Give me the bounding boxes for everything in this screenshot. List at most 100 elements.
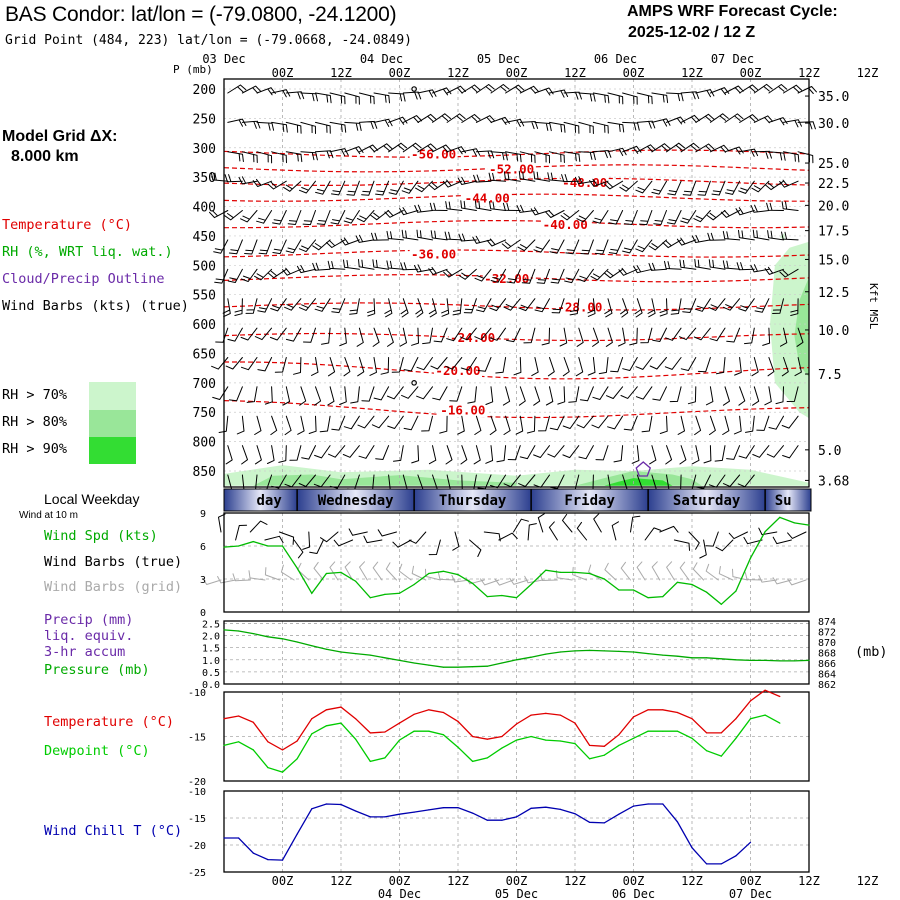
upper-wind-barb bbox=[357, 357, 365, 377]
kft-tick-label: 25.0 bbox=[818, 157, 849, 172]
wind-tick-label: 6 bbox=[200, 542, 206, 553]
wind-speed-line-point bbox=[632, 589, 635, 591]
upper-wind-barb bbox=[490, 116, 510, 125]
wind-speed-line-point bbox=[311, 592, 313, 594]
upper-wind-barb bbox=[629, 327, 638, 346]
legend-rh90: RH > 90% bbox=[2, 441, 68, 457]
pressure-tick-label: 400 bbox=[193, 201, 216, 216]
upper-wind-barb bbox=[652, 327, 667, 342]
upper-wind-barb bbox=[401, 229, 419, 241]
upper-wind-barb bbox=[505, 151, 522, 163]
upper-wind-barb bbox=[680, 357, 697, 371]
upper-wind-barb bbox=[416, 386, 433, 400]
upper-wind-barb bbox=[666, 116, 686, 125]
surface-wind-barb-true bbox=[469, 539, 482, 557]
temp-panel-frame bbox=[223, 691, 810, 782]
surface-wind-barb-true bbox=[593, 513, 602, 533]
upper-wind-barb bbox=[775, 386, 784, 405]
upper-wind-barb bbox=[254, 415, 262, 435]
dewpoint-line-point bbox=[749, 718, 752, 720]
upper-wind-barb bbox=[257, 298, 273, 313]
upper-wind-barb bbox=[605, 327, 613, 347]
upper-wind-barb bbox=[302, 210, 316, 226]
upper-wind-barb bbox=[752, 229, 770, 241]
isotherm-line bbox=[223, 177, 810, 187]
upper-wind-barb bbox=[283, 180, 302, 192]
temperature-line-point bbox=[647, 709, 649, 711]
upper-wind-barb bbox=[622, 92, 638, 105]
upper-wind-barb bbox=[271, 121, 288, 133]
upper-wind-barb bbox=[246, 386, 258, 403]
upper-wind-barb bbox=[400, 262, 419, 271]
wind-speed-line-point bbox=[574, 571, 576, 574]
precip-tick-label: 1.0 bbox=[202, 656, 220, 667]
windchill-line-point bbox=[457, 807, 459, 809]
upper-wind-barb bbox=[764, 386, 772, 406]
upper-wind-barb bbox=[782, 445, 799, 459]
upper-wind-barb bbox=[531, 357, 539, 377]
upper-wind-barb bbox=[502, 386, 511, 406]
upper-wind-barb bbox=[315, 92, 332, 104]
dewpoint-line-point bbox=[398, 739, 401, 741]
upper-wind-barb bbox=[254, 268, 273, 281]
upper-wind-barb bbox=[608, 239, 624, 255]
upper-wind-barb bbox=[768, 84, 788, 94]
legend-temperature-2: Temperature (°C) bbox=[44, 714, 175, 730]
upper-wind-barb bbox=[269, 327, 287, 341]
surface-wind-barb-grid bbox=[572, 566, 588, 581]
upper-wind-barb bbox=[503, 171, 521, 182]
upper-wind-barb bbox=[391, 357, 404, 373]
legend-precip: Precip (mm) bbox=[44, 612, 134, 628]
temperature-line-point bbox=[296, 740, 298, 742]
upper-wind-barb bbox=[549, 121, 566, 133]
bottom-date-label: 07 Dec bbox=[729, 887, 772, 900]
dewpoint-line-point bbox=[413, 730, 415, 732]
surface-wind-barb-true bbox=[293, 539, 304, 559]
upper-wind-barb bbox=[343, 259, 360, 270]
upper-wind-barb bbox=[577, 268, 594, 282]
pressure-line-point bbox=[808, 659, 810, 662]
upper-wind-barb bbox=[496, 445, 507, 463]
upper-wind-barb bbox=[373, 92, 390, 104]
dewpoint-line-point bbox=[384, 757, 386, 759]
kft-tick-label: 35.0 bbox=[818, 90, 849, 105]
pressure-line-point bbox=[267, 636, 269, 638]
pressure-tick-label: 550 bbox=[193, 289, 216, 304]
isotherm-label: -52.00 bbox=[489, 161, 534, 176]
windchill-line-point bbox=[706, 863, 708, 865]
surface-wind-barb-true bbox=[611, 521, 619, 541]
upper-wind-barb bbox=[331, 415, 346, 431]
upper-wind-barb bbox=[387, 327, 394, 347]
upper-wind-barb bbox=[679, 259, 697, 270]
upper-wind-barb bbox=[264, 386, 273, 405]
upper-wind-barb bbox=[648, 262, 667, 271]
upper-wind-barb bbox=[592, 121, 609, 134]
surface-wind-barb-grid bbox=[705, 563, 719, 581]
upper-wind-barb bbox=[446, 327, 463, 342]
pressure-line-point bbox=[515, 659, 518, 661]
upper-wind-barb bbox=[287, 210, 302, 225]
pressure-line-point bbox=[589, 649, 591, 652]
upper-wind-barb bbox=[752, 386, 760, 406]
pressure-line-point bbox=[749, 659, 752, 662]
surface-wind-barb-true bbox=[576, 521, 588, 541]
legend-wind-barbs-true: Wind Barbs (true) bbox=[44, 554, 183, 570]
upper-wind-barb bbox=[256, 210, 273, 224]
upper-wind-barb bbox=[502, 202, 521, 211]
temperature-line-point bbox=[545, 712, 547, 715]
pressure-tick-label: 750 bbox=[193, 406, 216, 421]
upper-wind-barb bbox=[361, 180, 375, 196]
upper-wind-barb bbox=[256, 151, 273, 164]
upper-wind-barb bbox=[489, 415, 497, 436]
pressure-line-point bbox=[662, 654, 664, 656]
top-date-label: 04 Dec bbox=[360, 52, 403, 66]
upper-wind-barb bbox=[518, 170, 536, 182]
upper-wind-barb bbox=[432, 113, 451, 123]
precip-tick-label: 2.0 bbox=[202, 632, 220, 643]
upper-wind-barb bbox=[506, 268, 521, 284]
upper-wind-barb bbox=[767, 357, 775, 377]
upper-wind-barb bbox=[589, 178, 609, 187]
surface-wind-barb-true bbox=[363, 535, 383, 544]
upper-wind-barb bbox=[751, 180, 770, 193]
upper-wind-barb bbox=[452, 298, 463, 316]
